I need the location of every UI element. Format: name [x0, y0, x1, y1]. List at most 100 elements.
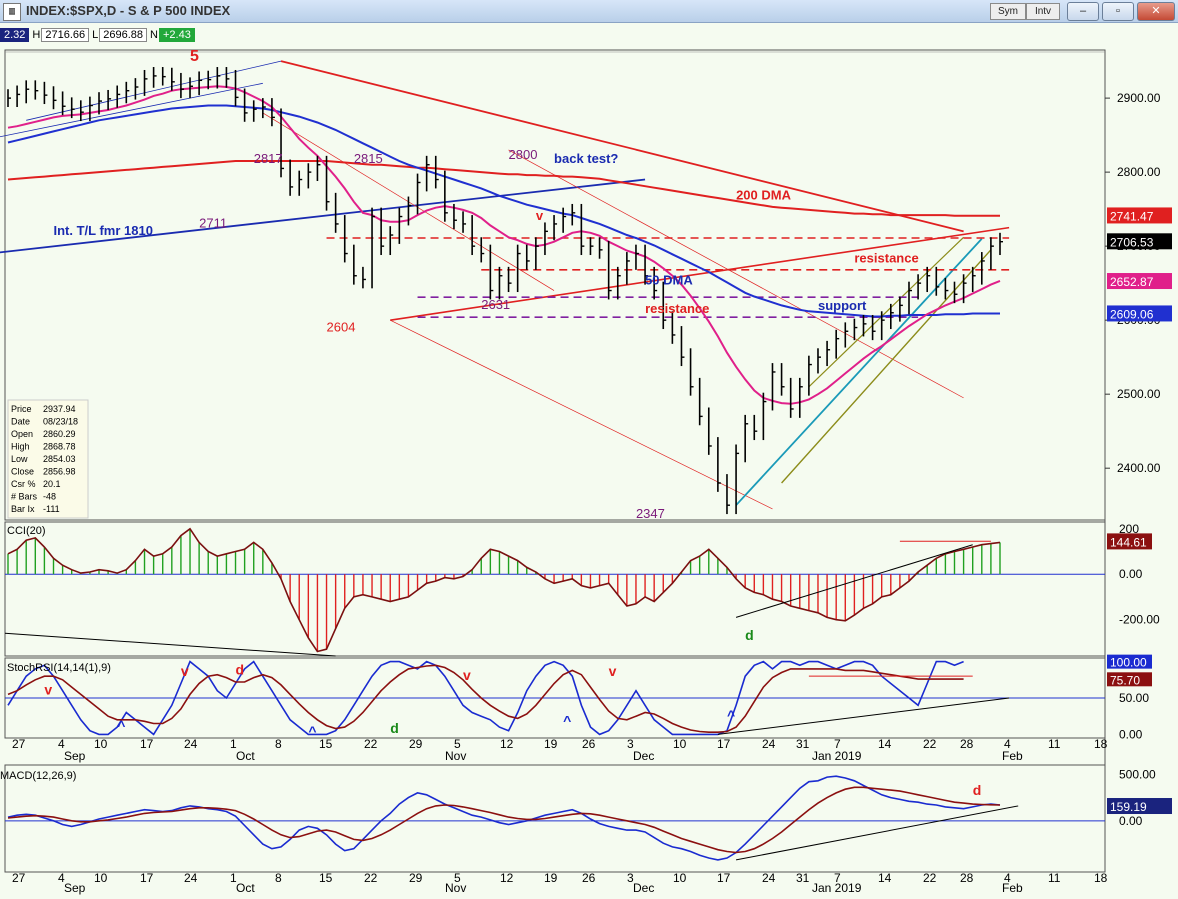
- x-tick-label: 7: [834, 871, 841, 885]
- stoch-tick-label: 0.00: [1119, 727, 1143, 741]
- data-window-label: Price: [11, 404, 32, 414]
- x-tick-label: 22: [923, 871, 937, 885]
- data-window-label: # Bars: [11, 492, 38, 502]
- stoch-annotation: d: [236, 662, 245, 678]
- cci-tick-label: 200: [1119, 522, 1139, 536]
- price-value-badge-text: 2609.06: [1110, 307, 1154, 321]
- macd-trend-line: [735, 805, 1019, 861]
- quote-high-label: H: [32, 29, 41, 41]
- x-tick-label: 17: [140, 737, 154, 751]
- red-downtrend-line: [280, 60, 964, 233]
- price-value-badge-text: 2652.87: [1110, 275, 1154, 289]
- cci-annotation: d: [745, 627, 754, 643]
- price-annotation: 2815: [354, 151, 383, 166]
- chart-app-icon[interactable]: ▥: [3, 3, 21, 21]
- data-window-value: 2868.78: [43, 442, 76, 452]
- x-month-label: Oct: [236, 881, 255, 895]
- panel-frame-cci: [4, 521, 1106, 657]
- price-annotation: back test?: [554, 151, 618, 166]
- x-tick-label: 14: [878, 871, 892, 885]
- data-window-label: Bar Ix: [11, 504, 35, 514]
- minimize-button[interactable]: –: [1067, 2, 1099, 21]
- x-tick-label: 15: [319, 871, 333, 885]
- x-tick-label: 28: [960, 871, 974, 885]
- x-tick-label: 26: [582, 737, 596, 751]
- olive-channel-lower: [781, 249, 992, 484]
- x-tick-label: 4: [58, 737, 65, 751]
- stoch-annotation: v: [463, 667, 471, 683]
- stoch-annotation: ^: [563, 713, 571, 729]
- stoch-title: StochRSI(14,14(1),9): [7, 662, 111, 674]
- macd-tick-label: 0.00: [1119, 814, 1143, 828]
- int-trendline: [0, 178, 646, 254]
- stoch-annotation: v: [181, 663, 189, 679]
- intv-button[interactable]: Intv: [1026, 3, 1060, 20]
- x-tick-label: 4: [1004, 737, 1011, 751]
- stoch-value-badge-text: 75.70: [1110, 673, 1140, 687]
- thin-red-channel-1: [508, 149, 964, 399]
- data-window-value: -111: [43, 504, 60, 514]
- x-tick-label: 22: [364, 737, 378, 751]
- stoch-value-badge: [1107, 654, 1152, 669]
- x-tick-label: 12: [500, 737, 514, 751]
- quote-bar: 2.32 H 2716.66 L 2696.88 N +2.43: [0, 28, 197, 43]
- x-month-label: Sep: [64, 881, 86, 895]
- cci-line: [7, 527, 1001, 653]
- x-tick-label: 18: [1094, 737, 1108, 751]
- data-window-value: 08/23/18: [43, 417, 78, 427]
- x-tick-label: 17: [140, 871, 154, 885]
- stoch-annotation: v: [609, 663, 617, 679]
- x-tick-label: 5: [454, 737, 461, 751]
- macd-tick-label: 500.00: [1119, 767, 1156, 781]
- price-annotation: resistance: [645, 301, 709, 316]
- x-tick-label: 3: [627, 737, 634, 751]
- x-tick-label: 10: [673, 871, 687, 885]
- x-tick-label: 29: [409, 871, 423, 885]
- olive-channel-upper: [808, 236, 965, 388]
- data-window-label: High: [11, 442, 30, 452]
- price-annotation: Int. T/L fmr 1810: [54, 223, 153, 238]
- stoch-annotation: v: [44, 681, 52, 697]
- restore-button[interactable]: ▫: [1102, 2, 1134, 21]
- stoch-tick-label: 50.00: [1119, 691, 1149, 705]
- x-tick-label: 15: [319, 737, 333, 751]
- price-annotation: 50 DMA: [645, 273, 693, 288]
- teal-uptrend-line: [735, 238, 983, 506]
- price-annotation: 2604: [327, 319, 356, 334]
- data-window-label: Open: [11, 429, 33, 439]
- x-month-label: Nov: [445, 749, 466, 763]
- price-annotation: 2711: [199, 216, 227, 231]
- thin-blue-channel-2: [26, 60, 282, 121]
- window-title: INDEX:$SPX,D - S & P 500 INDEX: [26, 3, 231, 18]
- x-tick-label: 27: [12, 737, 26, 751]
- price-annotation: support: [818, 298, 867, 313]
- x-tick-label: 11: [1048, 737, 1061, 751]
- x-tick-label: 5: [454, 871, 461, 885]
- stoch-trend-line: [717, 697, 1010, 735]
- x-tick-label: 7: [834, 737, 841, 751]
- price-annotation: 2347: [636, 506, 665, 521]
- x-tick-label: 26: [582, 871, 596, 885]
- data-window-label: Low: [11, 454, 28, 464]
- x-tick-label: 10: [94, 737, 108, 751]
- close-button[interactable]: ✕: [1137, 2, 1175, 21]
- quote-low-label: L: [92, 29, 99, 41]
- x-month-label: Feb: [1002, 881, 1023, 895]
- panel-frame-macd: [4, 764, 1106, 873]
- x-month-label: Jan 2019: [812, 749, 862, 763]
- window-titlebar: ▥ INDEX:$SPX,D - S & P 500 INDEX Sym Int…: [0, 0, 1178, 23]
- price-value-badge-text: 2741.47: [1110, 209, 1154, 223]
- ma-50-line: [7, 104, 1000, 318]
- macd-value-badge-text: 159.19: [1110, 800, 1147, 814]
- x-month-label: Jan 2019: [812, 881, 862, 895]
- x-tick-label: 1: [230, 737, 237, 751]
- sym-button[interactable]: Sym: [990, 3, 1026, 20]
- x-tick-label: 19: [544, 871, 558, 885]
- stoch-annotation: ^: [117, 718, 125, 734]
- x-tick-label: 24: [184, 871, 198, 885]
- data-window-value: -48: [43, 492, 56, 502]
- quote-change-label: N: [150, 29, 158, 41]
- quote-high: 2716.66: [41, 28, 90, 42]
- data-window-label: Close: [11, 467, 34, 477]
